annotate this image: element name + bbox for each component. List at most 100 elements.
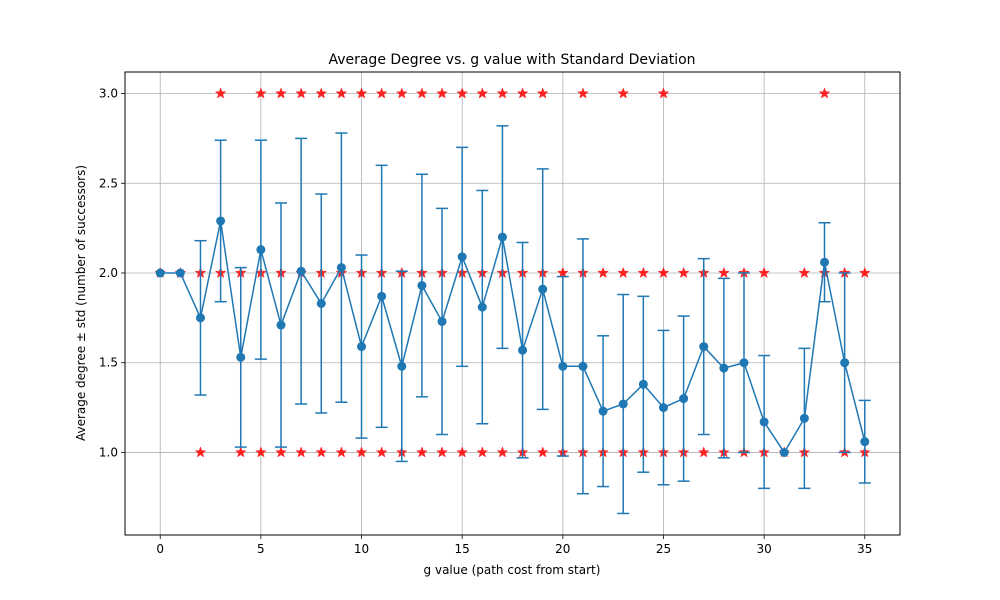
mean-marker — [417, 281, 427, 291]
mean-marker — [397, 361, 407, 371]
x-tick-label: 10 — [354, 542, 369, 556]
mean-marker — [276, 320, 286, 330]
mean-marker — [216, 216, 226, 226]
mean-marker — [155, 268, 165, 278]
x-tick-label: 0 — [156, 542, 164, 556]
star-point — [657, 87, 670, 99]
mean-marker — [518, 345, 528, 355]
star-point — [436, 87, 448, 99]
plot-frame — [124, 71, 901, 536]
star-point — [214, 87, 227, 99]
mean-marker — [779, 447, 789, 457]
mean-marker — [296, 266, 306, 276]
star-point — [536, 446, 549, 458]
star-point — [375, 87, 388, 99]
mean-marker — [437, 316, 447, 326]
star-point — [436, 446, 448, 458]
mean-marker — [195, 313, 205, 323]
mean-marker-layer — [155, 216, 870, 457]
star-point — [617, 266, 630, 279]
mean-marker — [739, 358, 749, 368]
star-point — [677, 266, 690, 279]
chart-title: Average Degree vs. g value with Standard… — [328, 52, 695, 68]
star-point — [295, 446, 308, 458]
mean-marker — [357, 342, 367, 352]
mean-marker — [558, 361, 568, 371]
star-point — [355, 87, 368, 99]
star-point — [697, 446, 710, 458]
star-point — [758, 266, 771, 279]
star-point — [516, 87, 529, 99]
mean-marker — [679, 394, 689, 404]
star-point — [315, 446, 328, 458]
mean-marker — [497, 232, 507, 242]
star-point — [194, 446, 207, 458]
mean-marker — [457, 252, 467, 262]
star-point — [476, 446, 489, 458]
star-point — [798, 266, 811, 279]
mean-marker — [578, 361, 588, 371]
mean-marker — [538, 284, 548, 294]
mean-marker — [598, 406, 608, 416]
y-tick-label: 1.5 — [99, 356, 118, 370]
y-tick-label: 2.0 — [99, 266, 118, 280]
x-tick-label: 20 — [555, 542, 570, 556]
mean-marker — [236, 352, 246, 362]
x-axis-label: g value (path cost from start) — [424, 563, 601, 577]
x-tick-label: 30 — [756, 542, 771, 556]
star-point — [858, 266, 871, 279]
star-point — [375, 446, 388, 458]
mean-line — [160, 220, 866, 454]
mean-marker — [860, 437, 870, 447]
star-point — [657, 266, 670, 279]
star-point — [496, 446, 509, 458]
mean-marker — [377, 291, 387, 301]
star-point — [415, 87, 428, 99]
star-point — [577, 87, 589, 99]
mean-marker — [256, 245, 266, 255]
star-point — [355, 446, 368, 458]
y-tick-label: 1.0 — [99, 445, 118, 459]
star-point — [275, 446, 287, 458]
mean-marker — [618, 399, 628, 409]
star-point — [476, 87, 489, 99]
star-point — [315, 87, 328, 99]
mean-marker — [316, 299, 326, 308]
mean-marker — [638, 379, 648, 389]
mean-marker — [336, 263, 346, 273]
tick-layer: 0 5 10 15 20 25 30 35 1.0 1.5 2.0 2.5 3.0 — [99, 87, 873, 556]
y-tick-label: 3.0 — [99, 87, 118, 101]
star-point — [597, 266, 609, 279]
mean-marker — [175, 268, 185, 278]
mean-marker — [799, 413, 809, 423]
mean-marker — [820, 257, 830, 267]
star-point — [818, 87, 831, 99]
mean-marker — [699, 342, 709, 352]
star-point — [254, 87, 267, 99]
x-tick-label: 5 — [257, 542, 265, 556]
mean-marker — [719, 363, 729, 373]
star-point — [395, 87, 408, 99]
star-point — [335, 87, 348, 99]
star-point — [456, 87, 469, 99]
star-point — [637, 266, 650, 279]
star-point — [295, 87, 308, 99]
star-point — [617, 87, 630, 99]
mean-marker — [658, 403, 668, 413]
star-point — [496, 87, 509, 99]
mean-marker — [840, 358, 850, 368]
star-point — [234, 446, 247, 458]
star-point — [335, 446, 348, 458]
star-point — [556, 266, 569, 279]
mean-marker — [477, 302, 487, 312]
star-point — [536, 87, 549, 99]
star-point — [717, 266, 730, 279]
star-point — [275, 87, 287, 99]
x-tick-label: 25 — [656, 542, 671, 556]
mean-marker — [759, 417, 769, 427]
x-tick-label: 35 — [857, 542, 872, 556]
star-point — [415, 446, 428, 458]
y-tick-label: 2.5 — [99, 176, 118, 190]
